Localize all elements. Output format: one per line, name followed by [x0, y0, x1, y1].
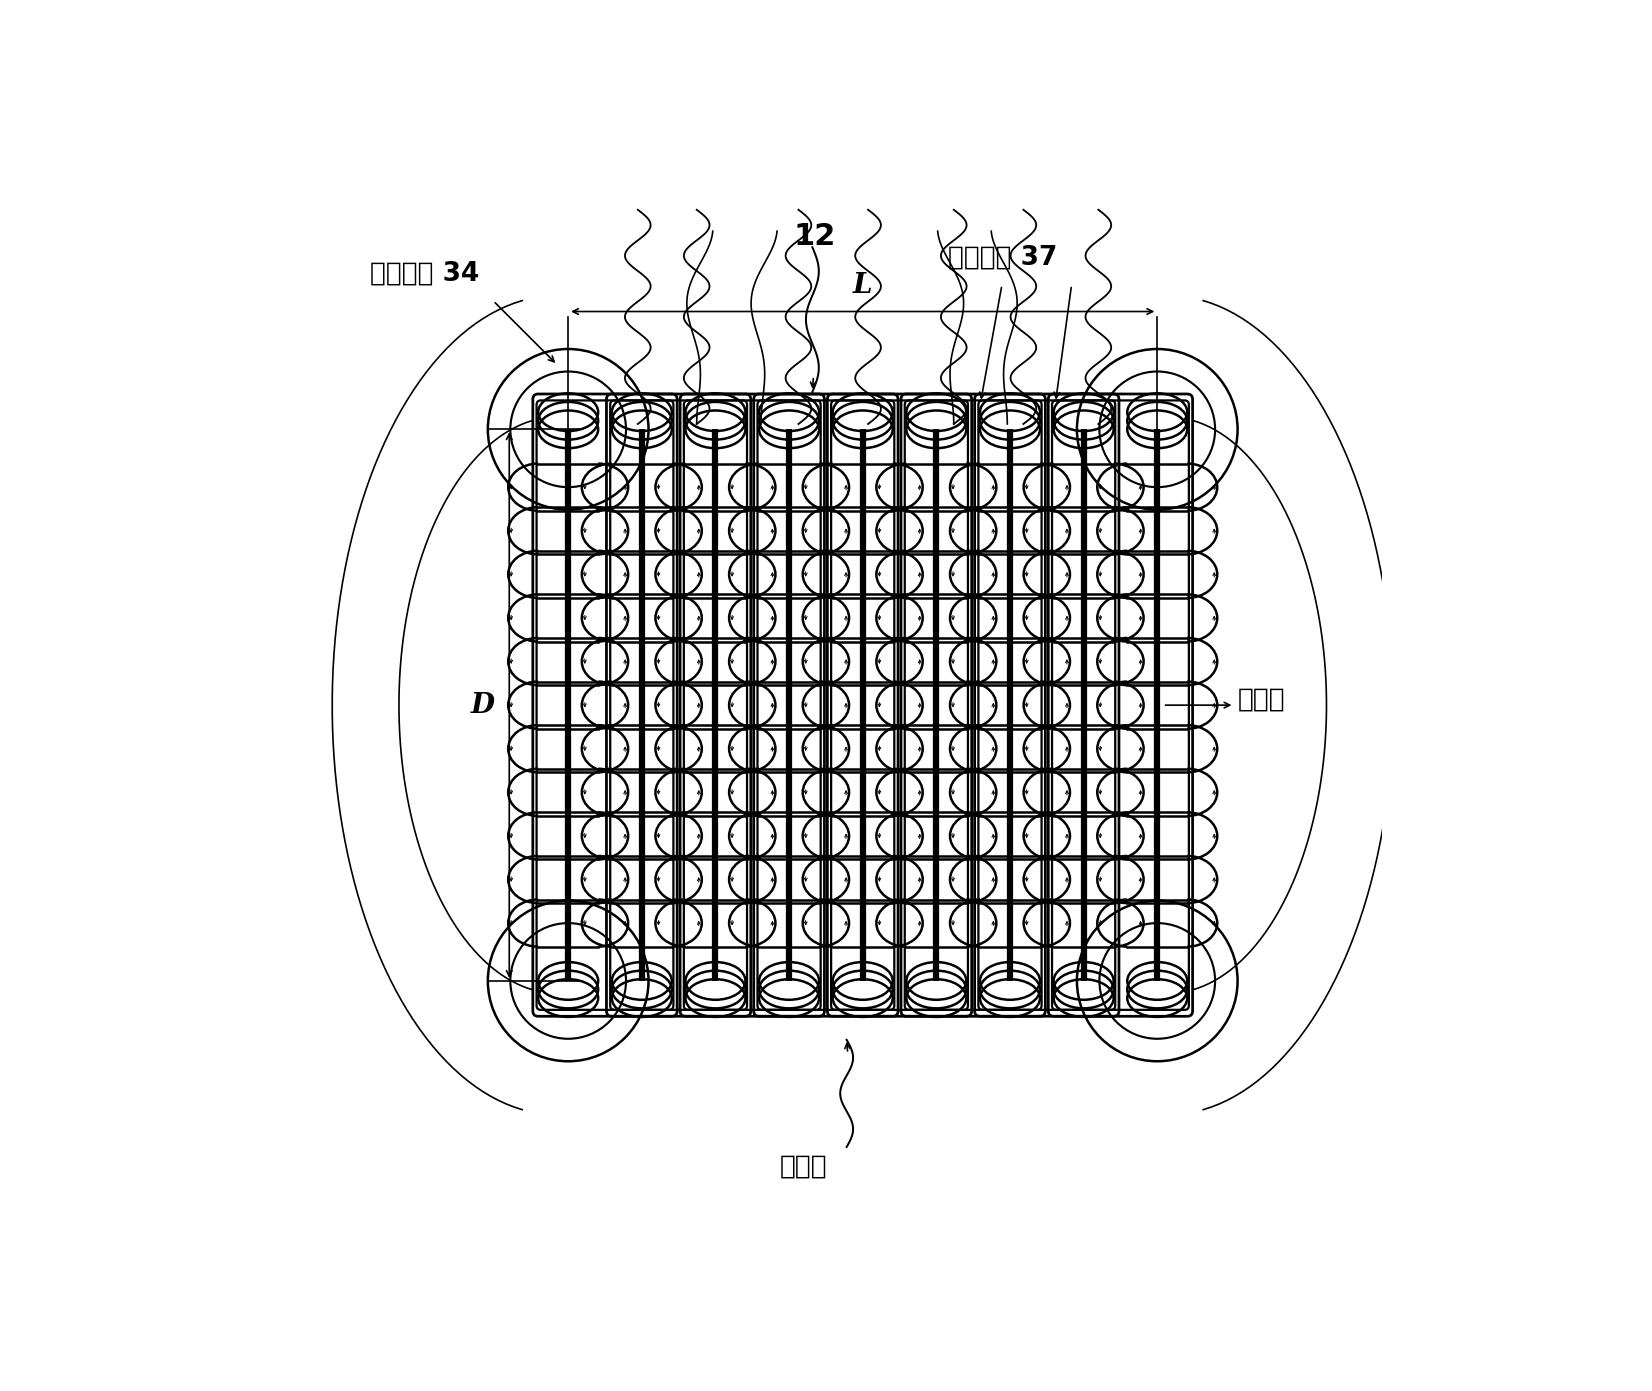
Text: 12: 12 [793, 223, 836, 250]
Text: D: D [471, 691, 494, 719]
Text: 磁锂刈具 34: 磁锂刈具 34 [370, 262, 479, 287]
Text: 永久磁铁 37: 永久磁铁 37 [948, 245, 1057, 271]
Text: 转动轴: 转动轴 [1237, 687, 1285, 712]
Text: L: L [852, 271, 872, 299]
Text: 磁通线: 磁通线 [780, 1153, 828, 1180]
